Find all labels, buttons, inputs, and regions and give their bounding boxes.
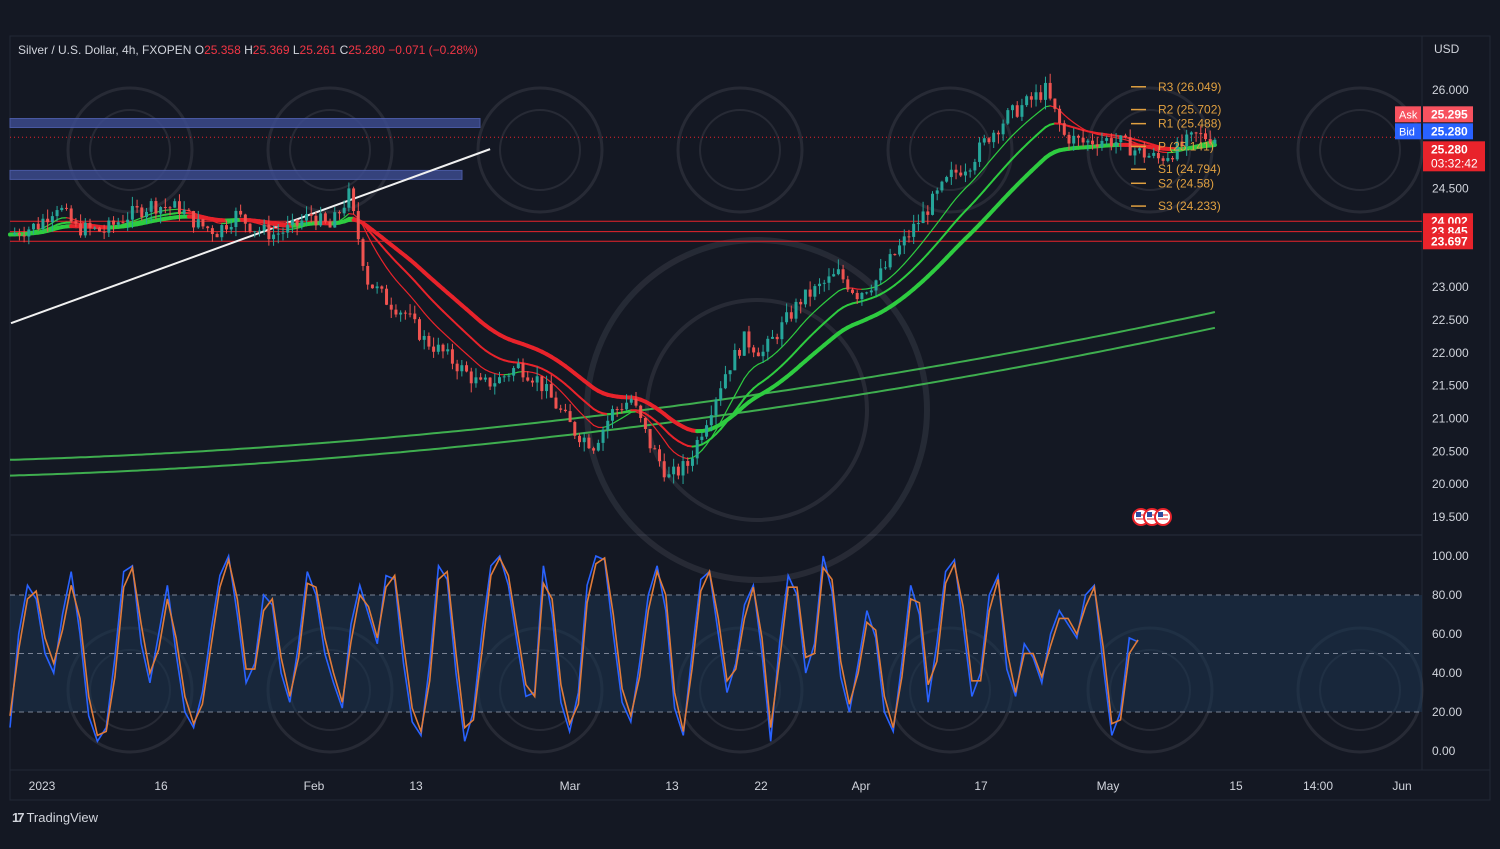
time-label: Feb — [304, 779, 325, 793]
long-ma-lower — [10, 328, 1215, 476]
pivot-label-0: R3 (26.049) — [1158, 80, 1221, 94]
stoch-tick: 100.00 — [1432, 549, 1469, 563]
pivot-label-3: P (25.141) — [1158, 139, 1214, 153]
long-ma-upper — [10, 312, 1215, 460]
price-tick: 19.500 — [1432, 510, 1469, 524]
stoch-tick: 40.00 — [1432, 666, 1462, 680]
low-value: 25.261 — [300, 43, 337, 57]
low-label: L — [293, 43, 300, 57]
price-tick: 20.000 — [1432, 477, 1469, 491]
watermark-seal-inner — [1320, 110, 1400, 190]
close-value: 25.280 — [348, 43, 385, 57]
watermark-seal — [888, 88, 1012, 212]
price-tick: 26.000 — [1432, 83, 1469, 97]
tradingview-brand[interactable]: 17 TradingView — [12, 810, 98, 825]
price-tick: 24.500 — [1432, 182, 1469, 196]
resistance-zone-1 — [10, 119, 480, 128]
stoch-tick: 80.00 — [1432, 588, 1462, 602]
bid-value-text: 25.280 — [1431, 124, 1468, 138]
time-label: 14:00 — [1303, 779, 1333, 793]
time-label: 2023 — [29, 779, 56, 793]
us-flag-icon — [1155, 509, 1171, 525]
tradingview-logo-icon: 17 — [12, 810, 22, 825]
watermark-seal — [478, 88, 602, 212]
watermark-seal — [678, 88, 802, 212]
time-label: 15 — [1229, 779, 1243, 793]
symbol-header: Silver / U.S. Dollar, 4h, FXOPEN O25.358… — [18, 43, 478, 57]
pivot-label-4: S1 (24.794) — [1158, 162, 1221, 176]
pivot-label-1: R2 (25.702) — [1158, 103, 1221, 117]
pivot-label-6: S3 (24.233) — [1158, 199, 1221, 213]
pivot-label-2: R1 (25.488) — [1158, 117, 1221, 131]
symbol-name: Silver / U.S. Dollar, 4h, FXOPEN — [18, 43, 191, 57]
currency-label[interactable]: USD — [1434, 42, 1459, 56]
close-label: C — [340, 43, 349, 57]
time-label: 17 — [974, 779, 988, 793]
time-label: 13 — [665, 779, 679, 793]
price-tick: 22.500 — [1432, 313, 1469, 327]
watermark-seal-inner — [500, 110, 580, 190]
time-label: Jun — [1392, 779, 1411, 793]
open-value: 25.358 — [204, 43, 241, 57]
time-label: Mar — [560, 779, 581, 793]
stoch-tick: 20.00 — [1432, 705, 1462, 719]
stoch-tick: 60.00 — [1432, 627, 1462, 641]
stoch-tick: 0.00 — [1432, 744, 1456, 758]
price-tick: 21.000 — [1432, 411, 1469, 425]
watermark-seal — [68, 88, 192, 212]
pivot-label-5: S2 (24.58) — [1158, 176, 1214, 190]
time-label: Apr — [852, 779, 871, 793]
time-label: 13 — [409, 779, 423, 793]
last-price-text: 25.280 — [1431, 142, 1468, 156]
price-tick: 20.500 — [1432, 444, 1469, 458]
ask-label-text: Ask — [1399, 109, 1418, 121]
resistance-zone-2 — [10, 170, 462, 179]
open-label: O — [195, 43, 204, 57]
ask-value-text: 25.295 — [1431, 107, 1468, 121]
high-label: H — [244, 43, 253, 57]
time-label: 16 — [154, 779, 168, 793]
watermark-seal-inner — [910, 110, 990, 190]
price-tick: 23.000 — [1432, 280, 1469, 294]
price-tick: 22.000 — [1432, 346, 1469, 360]
watermark-seal — [268, 88, 392, 212]
high-value: 25.369 — [253, 43, 290, 57]
time-label: May — [1097, 779, 1120, 793]
ema-slow — [10, 145, 1215, 431]
change-value: −0.071 (−0.28%) — [388, 43, 477, 57]
watermark-seal-inner — [700, 110, 780, 190]
time-label: 22 — [754, 779, 768, 793]
tradingview-name: TradingView — [26, 810, 98, 825]
countdown-text: 03:32:42 — [1431, 156, 1478, 170]
price-line-badge-text-3: 23.697 — [1431, 234, 1468, 248]
bid-label-text: Bid — [1399, 126, 1415, 138]
price-tick: 21.500 — [1432, 379, 1469, 393]
